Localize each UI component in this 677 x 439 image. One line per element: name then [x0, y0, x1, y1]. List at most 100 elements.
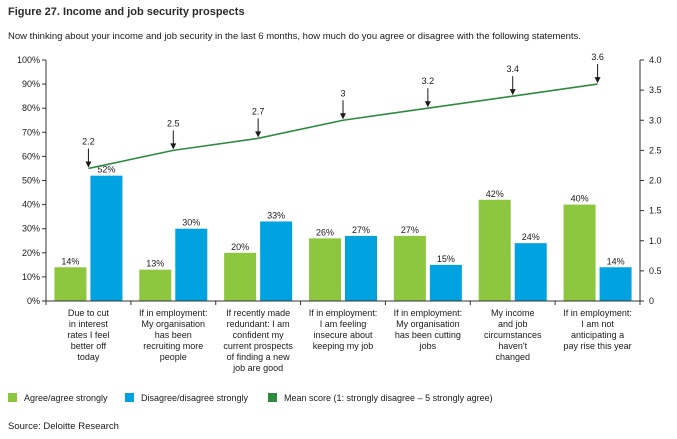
- category-label-line: Due to cut: [68, 308, 110, 318]
- category-label-line: If in employment:: [139, 308, 208, 318]
- category-label: If in employment: My organisation has been…: [394, 308, 463, 351]
- category-label-line: insecure about: [313, 330, 373, 340]
- left-axis-tick-label: 30%: [22, 224, 40, 234]
- category-label-line: pay rise this year: [564, 341, 632, 351]
- category-label-line: today: [77, 352, 100, 362]
- bar: [393, 235, 426, 301]
- bar: [54, 267, 87, 301]
- mean-score-label: 3: [340, 88, 345, 98]
- bar-data-label: 20%: [231, 242, 249, 252]
- x-axis: Due to cut in interest rates I feel better …: [45, 300, 641, 373]
- right-axis-tick-label: 3.0: [649, 115, 662, 125]
- right-axis-tick-label: 1.0: [649, 236, 662, 246]
- mean-arrow-head: [170, 143, 177, 150]
- left-axis-tick-label: 80%: [22, 103, 40, 113]
- bar-data-label: 27%: [401, 225, 419, 235]
- left-axis-tick-label: 90%: [22, 79, 40, 89]
- legend-swatch: [125, 393, 134, 402]
- bar-data-label: 42%: [486, 189, 504, 199]
- category-label-line: If in employment:: [309, 308, 378, 318]
- category-label-line: jobs: [419, 341, 437, 351]
- category-label-line: and job: [498, 319, 528, 329]
- category-label-line: keeping my job: [313, 341, 374, 351]
- bar: [260, 221, 293, 301]
- bar-data-label: 33%: [267, 210, 285, 220]
- right-axis-tick-label: 3.5: [649, 85, 662, 95]
- mean-score-label: 3.6: [591, 52, 604, 62]
- category-label-line: in interest: [69, 319, 109, 329]
- right-axis-tick-label: 0: [649, 296, 654, 306]
- category-label-line: If in employment:: [394, 308, 463, 318]
- category-label-line: My organisation: [142, 319, 206, 329]
- bar: [90, 175, 123, 301]
- bar: [514, 243, 547, 301]
- bars: 14% 52% 13% 30% 20% 33% 26% 27% 27% 15% 42% 24% 40% 1…: [54, 165, 632, 301]
- bar-data-label: 40%: [571, 194, 589, 204]
- right-axis-tick-label: 1.5: [649, 206, 662, 216]
- legend-label: Disagree/disagree strongly: [141, 393, 249, 403]
- left-axis-tick-label: 40%: [22, 200, 40, 210]
- category-label-line: rates I feel: [67, 330, 109, 340]
- bar: [224, 252, 257, 301]
- category-label-line: haven't: [498, 341, 527, 351]
- category-label-line: has been: [155, 330, 192, 340]
- mean-arrow-head: [424, 101, 431, 108]
- category-label: Due to cut in interest rates I feel better …: [67, 308, 109, 362]
- bar-data-label: 15%: [437, 254, 455, 264]
- mean-arrow-head: [509, 89, 516, 96]
- bar-data-label: 14%: [61, 256, 79, 266]
- left-axis-tick-label: 70%: [22, 127, 40, 137]
- bar-data-label: 13%: [146, 259, 164, 269]
- bar: [563, 204, 596, 301]
- category-label-line: anticipating a: [571, 330, 624, 340]
- left-axis-tick-label: 60%: [22, 151, 40, 161]
- category-label-line: current prospects: [223, 341, 293, 351]
- right-axis-tick-label: 2.5: [649, 145, 662, 155]
- category-label-line: circumstances: [484, 330, 542, 340]
- category-label: If in employment: My organisation has been…: [139, 308, 208, 362]
- category-label: If recently made redundant: I am confident…: [223, 308, 293, 373]
- left-axis-tick-label: 50%: [22, 176, 40, 186]
- bar: [175, 228, 208, 301]
- mean-score-label: 2.7: [252, 106, 265, 116]
- right-axis-tick-label: 4.0: [649, 55, 662, 65]
- category-label-line: redundant: I am: [227, 319, 290, 329]
- mean-score-label: 2.5: [167, 118, 180, 128]
- legend-label: Mean score (1: strongly disagree – 5 str…: [284, 393, 493, 403]
- category-label-line: My organisation: [396, 319, 460, 329]
- mean-score-label: 2.2: [82, 136, 95, 146]
- category-label-line: changed: [495, 352, 530, 362]
- category-label-line: people: [160, 352, 187, 362]
- mean-arrow-head: [85, 161, 92, 168]
- mean-arrow-head: [594, 77, 601, 84]
- mean-score-label: 3.2: [422, 76, 435, 86]
- right-axis-tick-label: 0.5: [649, 266, 662, 276]
- source-note: Source: Deloitte Research: [8, 421, 119, 432]
- legend-swatch: [8, 393, 17, 402]
- legend-label: Agree/agree strongly: [24, 393, 108, 403]
- left-axis-tick-label: 20%: [22, 248, 40, 258]
- category-label-line: recruiting more: [143, 341, 203, 351]
- bar: [478, 199, 511, 301]
- bar: [345, 235, 377, 301]
- category-label: If in employment: I am feeling insecure ab…: [309, 308, 378, 351]
- legend: Agree/agree strongly Disagree/disagree st…: [8, 393, 493, 403]
- category-label-line: confident my: [233, 330, 285, 340]
- mean-score-label: 3.4: [506, 64, 519, 74]
- bar: [309, 238, 341, 301]
- category-label-line: If in employment:: [563, 308, 632, 318]
- category-label-line: I am feeling: [320, 319, 367, 329]
- category-label-line: has been cutting: [395, 330, 461, 340]
- mean-arrow-head: [340, 113, 346, 120]
- bar-data-label: 26%: [316, 227, 334, 237]
- chart-subtitle: Now thinking about your income and job s…: [8, 31, 581, 42]
- category-label-line: better off: [71, 341, 107, 351]
- category-label-line: I am not: [581, 319, 614, 329]
- bar-data-label: 30%: [182, 218, 200, 228]
- legend-swatch: [268, 393, 277, 402]
- bar-data-label: 24%: [522, 232, 540, 242]
- bar-data-label: 27%: [352, 225, 370, 235]
- right-axis: 0 0.5 1.0 1.5 2.0 2.5 3.0 3.5 4.0: [639, 55, 662, 306]
